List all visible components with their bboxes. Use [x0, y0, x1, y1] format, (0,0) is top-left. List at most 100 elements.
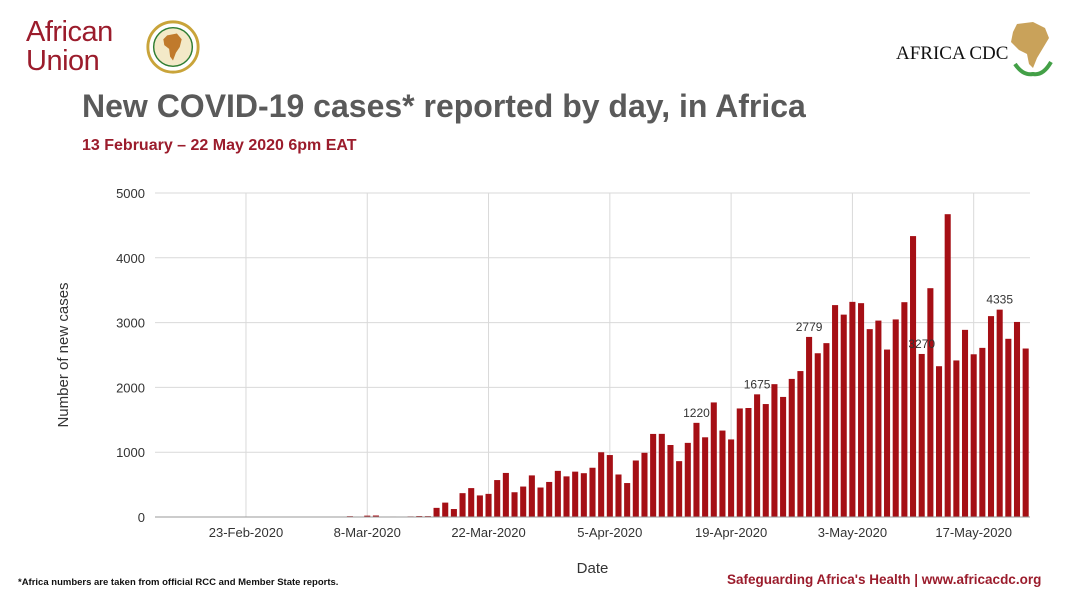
bar	[719, 430, 726, 517]
bar	[832, 305, 839, 517]
bar	[459, 493, 466, 517]
bar-data-label: 1220	[683, 406, 710, 420]
page-title: New COVID-19 cases* reported by day, in …	[82, 88, 806, 124]
bar	[875, 320, 882, 517]
au-emblem-icon	[146, 20, 200, 74]
bar	[944, 214, 951, 517]
y-tick-label: 3000	[116, 316, 145, 331]
x-tick-label: 22-Mar-2020	[451, 525, 525, 540]
bar	[910, 236, 917, 518]
bar	[589, 467, 596, 517]
bar	[702, 437, 709, 517]
page-subtitle: 13 February – 22 May 2020 6pm EAT	[82, 137, 357, 154]
y-tick-label: 1000	[116, 445, 145, 460]
bar	[858, 303, 865, 517]
bar	[641, 452, 648, 517]
bar	[693, 422, 700, 517]
african-union-logo: African Union	[26, 14, 200, 84]
y-tick-label: 0	[138, 510, 145, 525]
bar	[494, 480, 501, 517]
au-logo-text: African Union	[26, 18, 113, 76]
bar-data-label: 4335	[986, 293, 1013, 307]
au-logo-line2: Union	[26, 45, 100, 77]
bar	[676, 461, 683, 517]
bar	[667, 445, 674, 517]
bar	[884, 349, 891, 517]
y-tick-label: 5000	[116, 186, 145, 201]
bar	[936, 366, 943, 517]
bar	[684, 442, 691, 517]
footnote: *Africa numbers are taken from official …	[18, 577, 339, 588]
bar	[788, 378, 795, 517]
bar	[953, 360, 960, 517]
bar	[797, 371, 804, 517]
bar	[1005, 338, 1012, 517]
bar	[961, 329, 969, 517]
bar	[658, 433, 665, 517]
cases-bar-chart: 0 1000 2000 3000 4000 5000 23-Feb-2020 8-Mar-20…	[55, 175, 1048, 577]
cdc-logo-text: AFRICA CDC	[896, 43, 1009, 64]
bar	[823, 343, 830, 517]
y-tick-label: 4000	[116, 251, 145, 266]
bar-data-label: 3270	[908, 337, 935, 351]
africa-cdc-logo: AFRICA CDC	[893, 18, 1063, 88]
x-tick-label: 3-May-2020	[818, 525, 887, 540]
bar	[814, 353, 821, 517]
bar	[433, 507, 440, 517]
bar	[606, 455, 613, 517]
x-tick-label: 5-Apr-2020	[577, 525, 642, 540]
bar-data-label: 1675	[744, 377, 771, 391]
bar	[745, 408, 752, 517]
bar	[450, 509, 457, 517]
bar	[840, 314, 847, 517]
bar	[927, 288, 934, 517]
bar	[364, 515, 371, 517]
bar	[632, 460, 639, 517]
bar	[979, 347, 986, 517]
bar	[502, 472, 509, 517]
bar	[537, 487, 544, 517]
bar	[1013, 321, 1021, 517]
bar	[372, 515, 379, 517]
x-tick-label: 17-May-2020	[935, 525, 1012, 540]
bar	[710, 402, 717, 517]
bar	[520, 486, 527, 517]
bar	[866, 329, 873, 517]
bar	[476, 495, 483, 517]
bar	[468, 488, 475, 517]
bar	[728, 439, 735, 517]
bar-data-label: 4673	[1021, 175, 1048, 178]
bar	[624, 483, 631, 517]
tagline: Safeguarding Africa's Health | www.afric…	[727, 572, 1042, 587]
bar	[511, 492, 518, 517]
bar	[1022, 348, 1029, 517]
bar	[996, 309, 1003, 517]
bar	[485, 493, 492, 517]
x-tick-label: 8-Mar-2020	[334, 525, 401, 540]
bar	[780, 396, 787, 517]
bar	[546, 481, 553, 517]
y-tick-label: 2000	[116, 380, 145, 395]
bar	[442, 502, 449, 517]
au-logo-line1: African	[26, 16, 113, 48]
bar-data-label: 2779	[796, 320, 823, 334]
x-axis-title: Date	[577, 560, 609, 577]
bar	[736, 408, 743, 517]
africa-map-icon	[1011, 22, 1053, 77]
bar	[892, 319, 899, 517]
bar	[806, 336, 813, 517]
bar	[762, 404, 769, 517]
bar	[918, 353, 925, 517]
bar	[849, 301, 856, 517]
bar	[554, 470, 561, 517]
bar	[528, 475, 535, 517]
bar	[572, 471, 579, 517]
bar	[650, 433, 657, 517]
x-tick-label: 19-Apr-2020	[695, 525, 767, 540]
bar	[563, 476, 570, 517]
bar	[987, 316, 995, 517]
bar	[580, 473, 587, 517]
bar	[970, 354, 977, 517]
bar	[615, 474, 622, 517]
bar	[901, 302, 908, 517]
